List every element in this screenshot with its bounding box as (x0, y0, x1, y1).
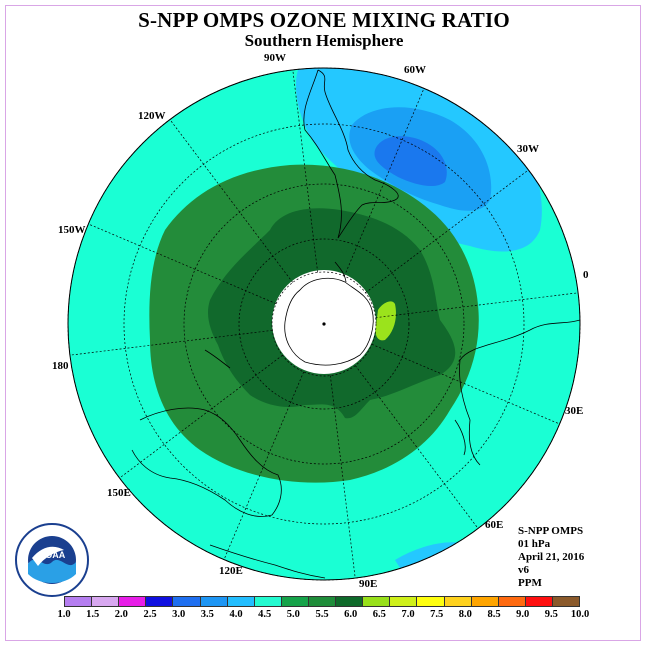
info-units: PPM (518, 577, 542, 589)
meridian-line (343, 88, 425, 277)
colorbar-tick-label: 8.0 (458, 609, 472, 620)
ozone-band-6-5 (375, 301, 396, 341)
colorbar-swatch (119, 597, 147, 606)
lon-label-30e: 30E (565, 405, 584, 417)
logo-text: NOAA (39, 550, 66, 560)
ozone-band-3-0 (374, 136, 447, 187)
lon-label-120e: 120E (219, 565, 243, 577)
meridian-line (329, 375, 356, 579)
meridian-line (355, 365, 479, 529)
colorbar-tick-label: 2.0 (114, 609, 128, 620)
coastline-new-zealand (204, 349, 231, 369)
colorbar-tick-label: 6.0 (344, 609, 358, 620)
polar-night-mask (272, 270, 376, 374)
lon-label-150e: 150E (107, 487, 131, 499)
colorbar-tick-label: 2.5 (143, 609, 157, 620)
meridian-line (365, 169, 529, 293)
lon-label-90w: 90W (264, 52, 286, 64)
lon-label-180: 180 (52, 360, 69, 372)
coastline-south-america (303, 69, 399, 239)
colorbar-swatch (525, 597, 553, 606)
meridian-line (119, 355, 283, 479)
meridian-line (88, 223, 277, 305)
colorbar-swatch (336, 597, 364, 606)
noaa-logo-icon: NOAA (15, 523, 89, 597)
coastline-antarctica (284, 277, 374, 366)
lon-label-30w: 30W (517, 143, 539, 155)
colorbar-tick-label: 7.0 (401, 609, 415, 620)
colorbar-swatch (254, 597, 282, 606)
colorbar-swatch (65, 597, 93, 606)
lon-label-120w: 120W (138, 110, 166, 122)
colorbar-tick-label: 1.0 (57, 609, 71, 620)
colorbar-tick-label: 7.5 (430, 609, 444, 620)
south-pole-marker (322, 322, 326, 326)
colorbar-tick-label: 6.5 (372, 609, 386, 620)
colorbar-swatch (363, 597, 391, 606)
colorbar-tick-label: 1.5 (86, 609, 100, 620)
colorbar-tick-label: 10.0 (570, 609, 590, 620)
colorbar-swatch (227, 597, 255, 606)
info-product: S-NPP OMPS (518, 525, 584, 537)
meridian-line (223, 371, 305, 560)
colorbar-tick-label: 4.0 (229, 609, 243, 620)
colorbar-swatch (92, 597, 120, 606)
colorbar-swatch (444, 597, 472, 606)
colorbar-tick-label: 5.0 (286, 609, 300, 620)
meridian-line (69, 329, 273, 356)
meridian-line (169, 119, 293, 283)
coastline-australia (131, 407, 282, 517)
meridian-line (292, 69, 319, 273)
info-date: April 21, 2016 (518, 551, 585, 563)
colorbar-tick-label: 9.0 (516, 609, 530, 620)
colorbar-swatch (471, 597, 499, 606)
coastline-indonesia (209, 544, 326, 579)
coastlines (131, 69, 580, 579)
colorbar-swatch (390, 597, 418, 606)
lon-label-150w: 150W (58, 224, 86, 236)
colorbar-tick-label: 3.0 (172, 609, 186, 620)
colorbar-swatch (200, 597, 228, 606)
colorbar-tick-label: 3.5 (200, 609, 214, 620)
colorbar-swatch (281, 597, 309, 606)
lon-label-60w: 60W (404, 64, 426, 76)
colorbar-tick-label: 4.5 (258, 609, 272, 620)
meridian-line (375, 292, 579, 319)
lon-label-0: 0 (583, 269, 589, 281)
colorbar-swatch (146, 597, 174, 606)
page-title: S-NPP OMPS OZONE MIXING RATIO (138, 8, 510, 32)
info-level: 01 hPa (518, 538, 551, 550)
colorbar-tick-label: 9.5 (544, 609, 558, 620)
colorbar-swatch (498, 597, 526, 606)
coastline-africa (459, 319, 580, 466)
lon-label-60e: 60E (485, 519, 504, 531)
page-subtitle: Southern Hemisphere (244, 31, 404, 50)
colorbar-swatch (417, 597, 445, 606)
colorbar-tick-label: 5.5 (315, 609, 329, 620)
lon-label-90e: 90E (359, 578, 378, 590)
colorbar-swatch (552, 597, 580, 606)
coastline-madagascar (454, 419, 466, 456)
colorbar-tick-label: 8.5 (487, 609, 501, 620)
colorbar (64, 596, 580, 607)
meridian-line (371, 343, 560, 425)
map-boundary (67, 67, 581, 581)
info-version: v6 (518, 564, 529, 576)
colorbar-swatch (173, 597, 201, 606)
colorbar-swatch (308, 597, 337, 606)
coastline-antarctic-peninsula (334, 261, 347, 283)
plot-frame (5, 5, 641, 641)
product-info: S-NPP OMPS 01 hPa April 21, 2016 v6 PPM (518, 525, 584, 590)
